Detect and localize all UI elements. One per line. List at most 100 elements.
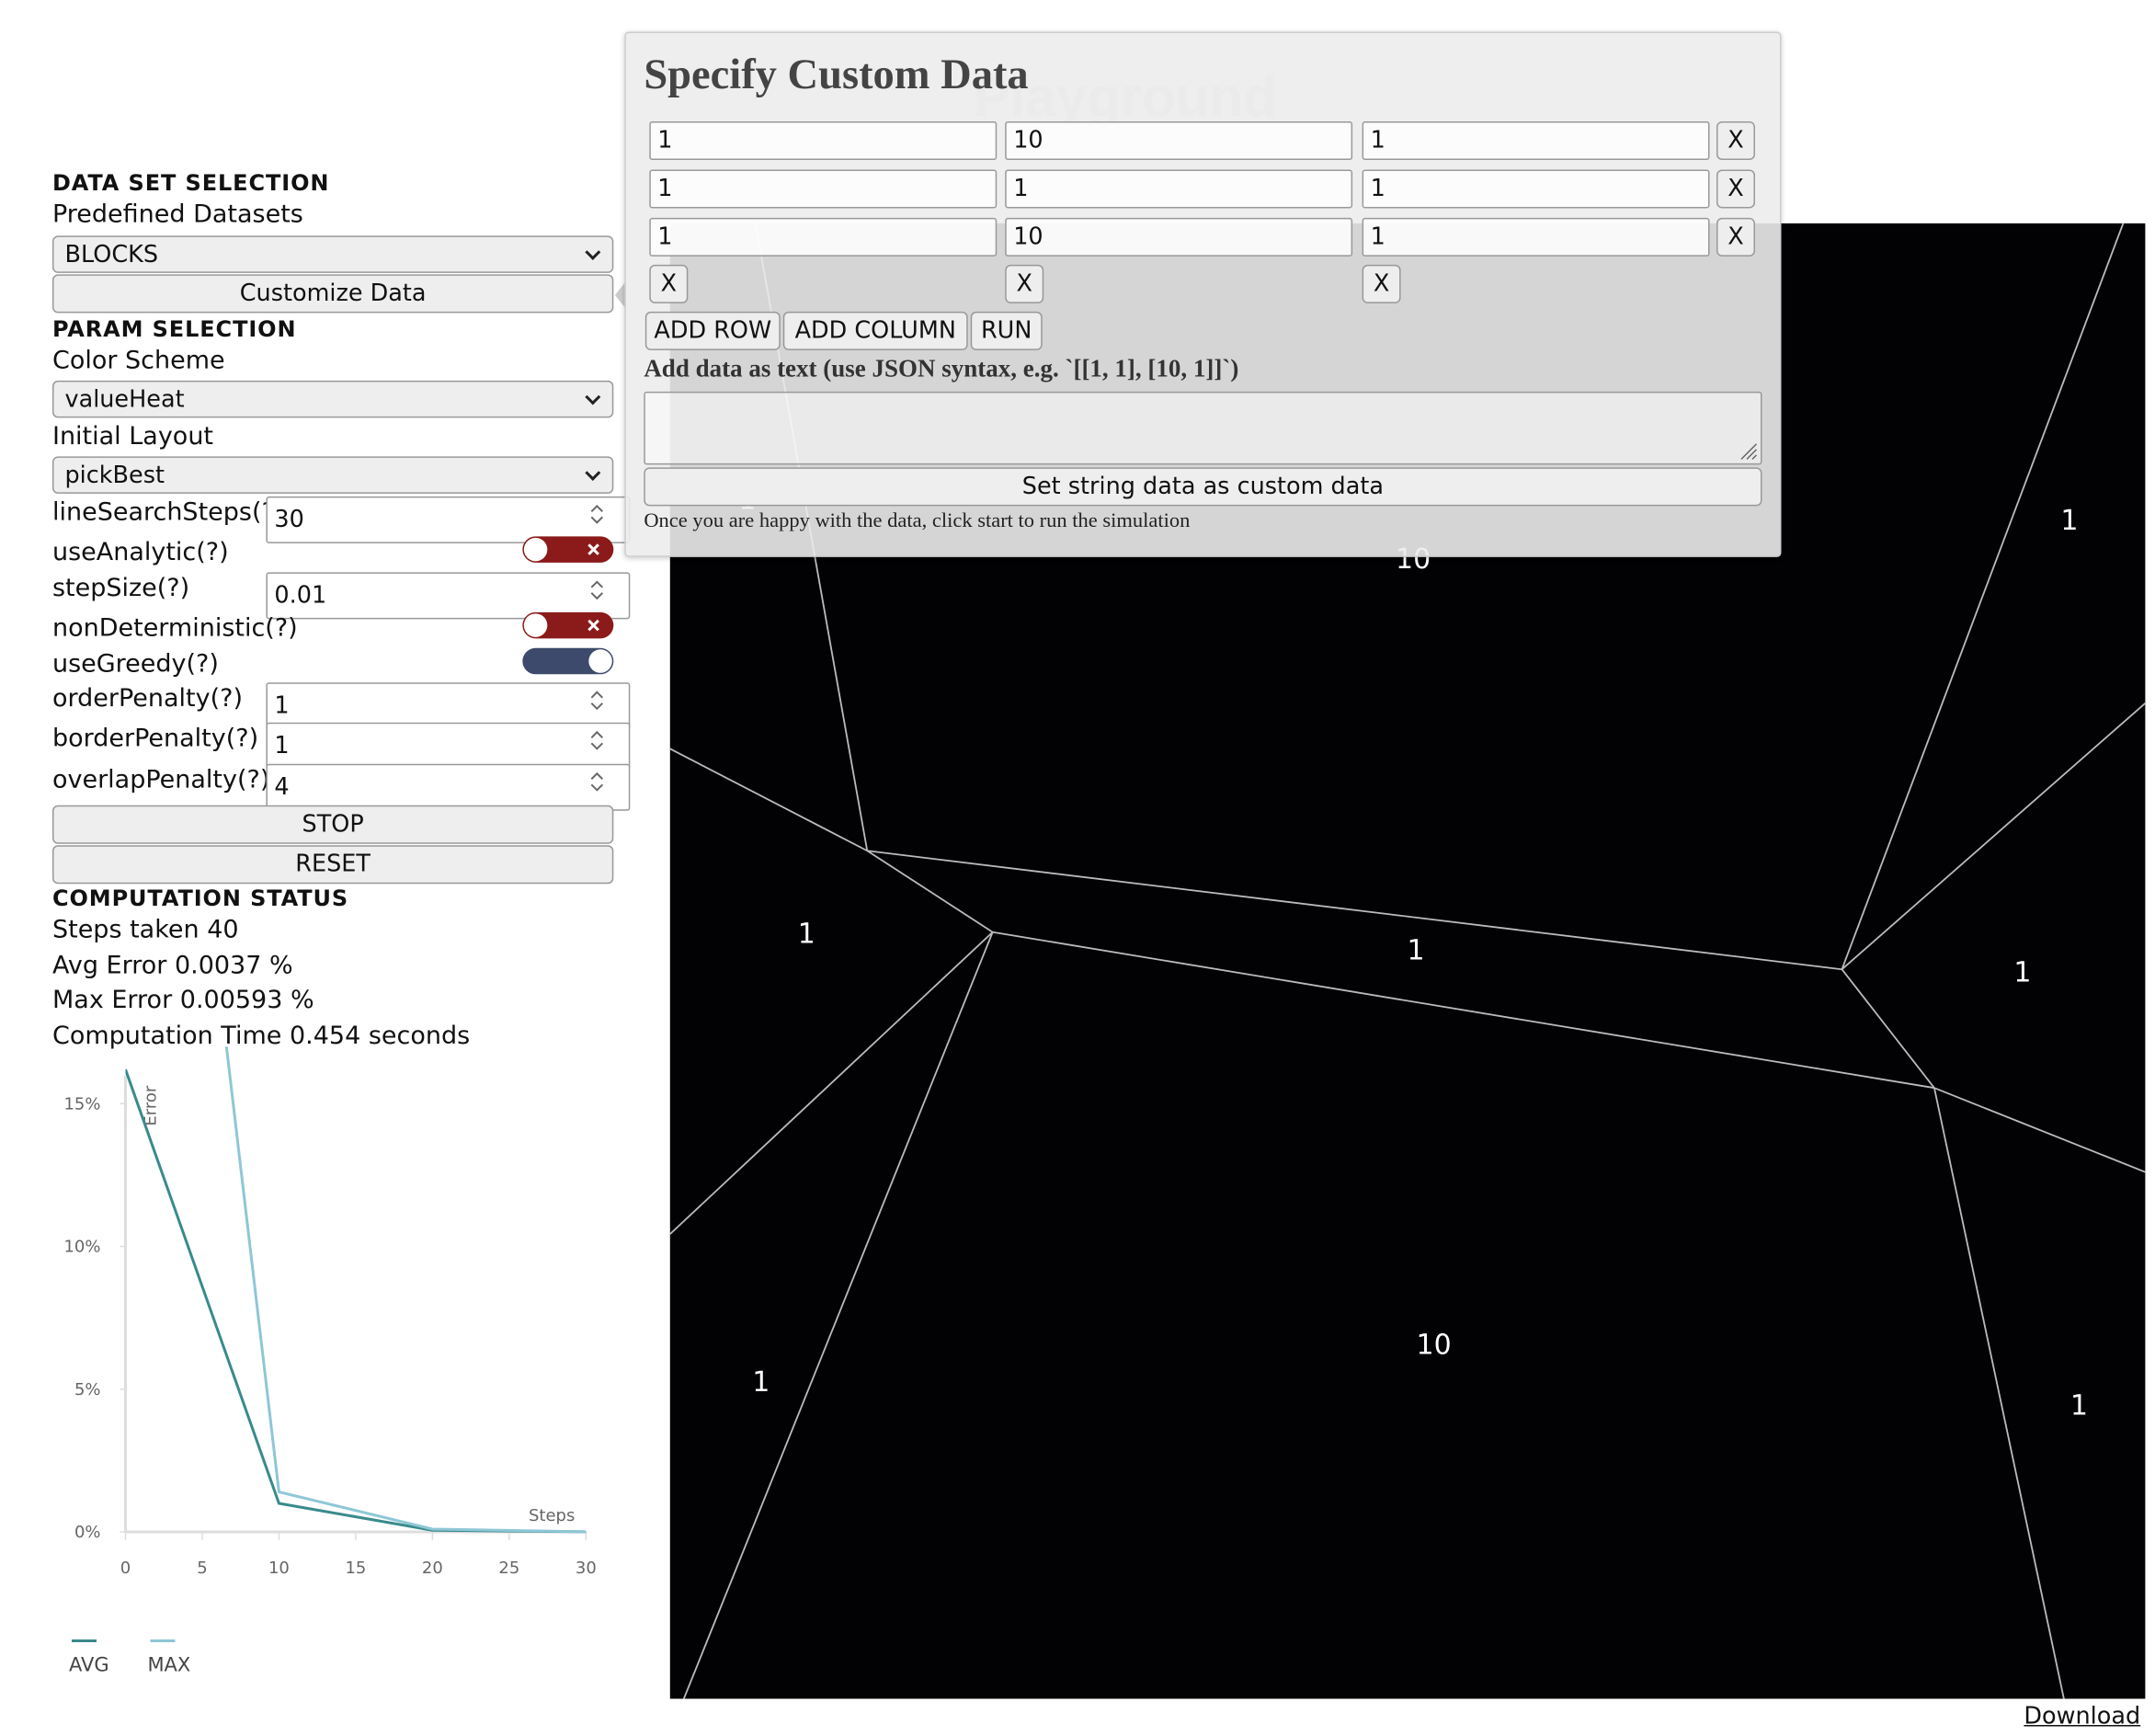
customize-button[interactable]: Customize Data — [51, 274, 614, 314]
stop-button[interactable]: STOP — [51, 805, 614, 844]
cell-input[interactable] — [649, 169, 998, 209]
add-row-button[interactable]: ADD ROW — [644, 311, 781, 350]
legend-label: AVG — [69, 1654, 109, 1676]
cell-label: 10 — [1417, 1330, 1452, 1362]
param-label: nonDeterministic(?) — [51, 613, 298, 643]
cell-input[interactable] — [1005, 120, 1353, 160]
y-tick-label: 5% — [74, 1380, 101, 1399]
param-label: orderPenalty(?) — [51, 683, 243, 714]
resize-handle — [1740, 443, 1758, 460]
heading: DATA SET SELECTION — [51, 169, 330, 196]
param-label: borderPenalty(?) — [51, 724, 259, 753]
x-tick-label: 10 — [268, 1559, 290, 1578]
x-tick-label: 15 — [345, 1559, 366, 1578]
label: Initial Layout — [51, 421, 214, 451]
status-value: 0.0037 — [174, 950, 262, 980]
toggle[interactable] — [522, 647, 614, 675]
label: Color Scheme — [51, 346, 225, 375]
toggle-x — [587, 619, 599, 632]
cell-input[interactable] — [1362, 169, 1710, 209]
cell-label: 1 — [2013, 957, 2031, 989]
number-input[interactable] — [266, 572, 631, 620]
remove-row-button[interactable]: X — [1716, 120, 1755, 160]
status-line: Avg Error 0.0037 % — [52, 951, 293, 979]
spinner[interactable] — [588, 502, 605, 527]
x-tick-label: 5 — [197, 1559, 207, 1578]
status-value: 40 — [207, 915, 239, 945]
cell-label: 1 — [1408, 935, 1425, 967]
label: Predefined Datasets — [51, 200, 303, 229]
color-scheme-select[interactable]: valueHeat — [51, 380, 614, 418]
remove-row-button[interactable]: X — [1716, 217, 1755, 257]
reset-button[interactable]: RESET — [51, 845, 614, 885]
status-label: Computation Time — [51, 1021, 282, 1050]
spinner[interactable] — [588, 728, 605, 753]
x-tick-label: 25 — [498, 1559, 519, 1578]
heading: COMPUTATION STATUS — [51, 885, 349, 912]
initial-layout-select[interactable]: pickBest — [51, 456, 614, 494]
spinner[interactable] — [588, 688, 605, 713]
dataset-select[interactable]: BLOCKS — [51, 235, 614, 273]
toggle-knob — [588, 649, 612, 673]
status-unit: % — [269, 950, 293, 980]
json-textarea[interactable] — [644, 391, 1762, 465]
toggle[interactable] — [522, 536, 614, 563]
param-label: lineSearchSteps(?) — [51, 497, 285, 527]
y-axis-label: Error — [141, 1085, 160, 1125]
toggle-knob — [523, 537, 548, 562]
voronoi-edges — [669, 223, 2146, 1699]
number-field — [266, 572, 631, 620]
run-button[interactable]: RUN — [970, 311, 1043, 350]
legend-label: MAX — [147, 1654, 190, 1676]
status-line: Max Error 0.00593 % — [52, 986, 314, 1014]
remove-row-button[interactable]: X — [1716, 169, 1755, 209]
set-string-button[interactable]: Set string data as custom data — [644, 467, 1762, 507]
param-label: useGreedy(?) — [51, 649, 219, 679]
number-field — [266, 682, 631, 730]
number-input[interactable] — [266, 682, 631, 730]
number-input[interactable] — [266, 496, 631, 543]
error-chart: 0% 5% 10% 15% 0 5 10 15 20 25 30 Error Steps AVG MAX — [63, 1046, 597, 1676]
number-field — [266, 763, 631, 811]
status-line: Steps taken 40 — [52, 916, 239, 944]
cell-label: 1 — [2060, 505, 2078, 537]
cell-input[interactable] — [1005, 217, 1353, 257]
cell-label: 1 — [752, 1366, 770, 1399]
x-axis-label: Steps — [529, 1506, 575, 1525]
custom-data-dialog: Specify Custom Data XXXXXX ADD ROW ADD C… — [624, 31, 1782, 557]
number-field — [266, 722, 631, 770]
number-input[interactable] — [266, 763, 631, 811]
spinner[interactable] — [588, 577, 605, 602]
number-input[interactable] — [266, 722, 631, 770]
param-label: useAnalytic(?) — [51, 537, 229, 567]
toggle-knob — [523, 613, 548, 637]
cell-input[interactable] — [649, 217, 998, 257]
dialog-arrow — [614, 280, 626, 309]
status-line: Computation Time 0.454 seconds — [52, 1021, 470, 1049]
remove-column-button[interactable]: X — [649, 264, 689, 303]
add-column-button[interactable]: ADD COLUMN — [782, 311, 968, 350]
toggle-x — [587, 543, 599, 555]
x-tick-label: 20 — [422, 1559, 443, 1578]
status-label: Avg Error — [51, 950, 167, 980]
dialog-title: Specify Custom Data — [644, 49, 1029, 98]
cell-input[interactable] — [1362, 217, 1710, 257]
y-tick-label: 10% — [63, 1238, 100, 1257]
series-line — [125, 1068, 587, 1534]
number-field — [266, 496, 631, 543]
dialog-note: Once you are happy with the data, click … — [644, 509, 1191, 532]
toggle[interactable] — [522, 611, 614, 639]
status-value: 0.454 — [289, 1021, 361, 1050]
status-label: Steps taken — [51, 915, 200, 945]
cell-input[interactable] — [649, 120, 998, 160]
cell-input[interactable] — [1005, 169, 1353, 209]
download-link[interactable]: Download — [2024, 1703, 2141, 1730]
param-label: overlapPenalty(?) — [51, 765, 270, 794]
spinner[interactable] — [588, 770, 605, 794]
text-label: Add data as text (use JSON syntax, e.g. … — [644, 354, 1239, 383]
remove-column-button[interactable]: X — [1005, 264, 1044, 303]
remove-column-button[interactable]: X — [1362, 264, 1401, 303]
status-value: 0.00593 — [179, 986, 283, 1015]
cell-input[interactable] — [1362, 120, 1710, 160]
